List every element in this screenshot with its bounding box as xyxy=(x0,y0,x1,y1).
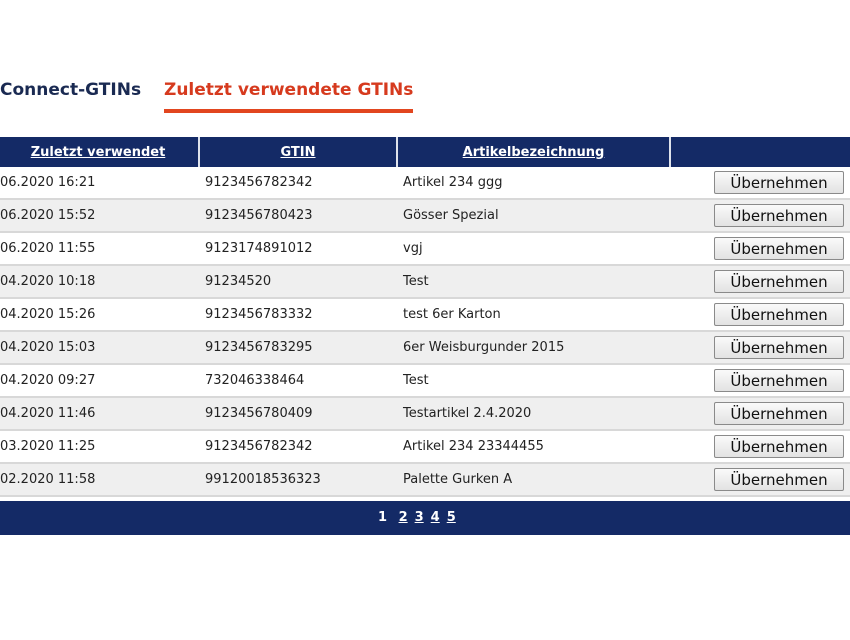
cell-name: Palette Gurken A xyxy=(397,463,670,497)
table-row: 04.2020 15:03 9123456783295 6er Weisburg… xyxy=(0,331,850,365)
cell-action: Übernehmen xyxy=(670,167,850,200)
cell-date: 04.2020 15:03 xyxy=(0,331,199,365)
table-row: 04.2020 10:18 91234520 Test Übernehmen xyxy=(0,265,850,299)
page-current: 1 xyxy=(378,510,388,525)
sort-link-name[interactable]: Artikelbezeichnung xyxy=(462,144,605,160)
table-row: 04.2020 11:46 9123456780409 Testartikel … xyxy=(0,397,850,431)
cell-action: Übernehmen xyxy=(670,199,850,233)
sort-link-date[interactable]: Zuletzt verwendet xyxy=(30,144,166,160)
active-tab-underline xyxy=(164,109,414,113)
page-link[interactable]: 3 xyxy=(414,510,424,525)
page-link[interactable]: 2 xyxy=(398,510,408,525)
column-header-name[interactable]: Artikelbezeichnung xyxy=(397,137,671,167)
cell-action: Übernehmen xyxy=(670,265,850,299)
page-item: 5 xyxy=(447,510,456,525)
table-row: 02.2020 11:58 99120018536323 Palette Gur… xyxy=(0,463,850,497)
apply-button[interactable]: Übernehmen xyxy=(714,336,844,359)
cell-date: 06.2020 11:55 xyxy=(0,232,199,266)
column-header-date[interactable]: Zuletzt verwendet xyxy=(0,137,200,167)
cell-date: 04.2020 11:46 xyxy=(0,397,199,431)
table-row: 06.2020 11:55 9123174891012 vgj Übernehm… xyxy=(0,232,850,266)
apply-button[interactable]: Übernehmen xyxy=(714,468,844,491)
cell-date: 02.2020 11:58 xyxy=(0,463,199,497)
page-item: 2 xyxy=(399,510,408,525)
tab-recent-gtins[interactable]: Zuletzt verwendete GTINs xyxy=(164,80,414,113)
tab-connect-gtins[interactable]: Connect-GTINs xyxy=(0,80,142,100)
cell-name: Testartikel 2.4.2020 xyxy=(397,397,670,431)
cell-action: Übernehmen xyxy=(670,463,850,497)
apply-button[interactable]: Übernehmen xyxy=(714,237,844,260)
cell-date: 04.2020 10:18 xyxy=(0,265,199,299)
column-header-action xyxy=(670,137,850,167)
cell-date: 04.2020 15:26 xyxy=(0,298,199,332)
cell-name: Test xyxy=(397,364,670,398)
cell-name: Artikel 234 ggg xyxy=(397,167,670,200)
cell-action: Übernehmen xyxy=(670,397,850,431)
cell-date: 04.2020 09:27 xyxy=(0,364,199,398)
page-item: 3 xyxy=(415,510,424,525)
apply-button[interactable]: Übernehmen xyxy=(714,303,844,326)
cell-action: Übernehmen xyxy=(670,298,850,332)
apply-button[interactable]: Übernehmen xyxy=(714,171,844,194)
column-header-gtin[interactable]: GTIN xyxy=(199,137,398,167)
cell-name: vgj xyxy=(397,232,670,266)
apply-button[interactable]: Übernehmen xyxy=(714,402,844,425)
tab-label: Zuletzt verwendete GTINs xyxy=(164,80,414,100)
cell-name: 6er Weisburgunder 2015 xyxy=(397,331,670,365)
table-row: 04.2020 09:27 732046338464 Test Übernehm… xyxy=(0,364,850,398)
cell-gtin: 9123456782342 xyxy=(199,167,397,200)
cell-date: 06.2020 16:21 xyxy=(0,167,199,200)
cell-action: Übernehmen xyxy=(670,331,850,365)
cell-gtin: 9123456780423 xyxy=(199,199,397,233)
apply-button[interactable]: Übernehmen xyxy=(714,369,844,392)
cell-gtin: 99120018536323 xyxy=(199,463,397,497)
table-row: 04.2020 15:26 9123456783332 test 6er Kar… xyxy=(0,298,850,332)
cell-gtin: 9123456783295 xyxy=(199,331,397,365)
page-link[interactable]: 5 xyxy=(446,510,456,525)
cell-gtin: 9123456783332 xyxy=(199,298,397,332)
table-row: 06.2020 15:52 9123456780423 Gösser Spezi… xyxy=(0,199,850,233)
cell-gtin: 732046338464 xyxy=(199,364,397,398)
apply-button[interactable]: Übernehmen xyxy=(714,204,844,227)
cell-date: 03.2020 11:25 xyxy=(0,430,199,464)
apply-button[interactable]: Übernehmen xyxy=(714,435,844,458)
cell-name: Artikel 234 23344455 xyxy=(397,430,670,464)
cell-name: Gösser Spezial xyxy=(397,199,670,233)
cell-gtin: 91234520 xyxy=(199,265,397,299)
apply-button[interactable]: Übernehmen xyxy=(714,270,844,293)
cell-gtin: 9123456780409 xyxy=(199,397,397,431)
cell-gtin: 9123456782342 xyxy=(199,430,397,464)
cell-action: Übernehmen xyxy=(670,364,850,398)
page-link[interactable]: 4 xyxy=(430,510,440,525)
cell-action: Übernehmen xyxy=(670,232,850,266)
cell-name: test 6er Karton xyxy=(397,298,670,332)
page-item: 4 xyxy=(431,510,440,525)
table-row: 03.2020 11:25 9123456782342 Artikel 234 … xyxy=(0,430,850,464)
table-row: 06.2020 16:21 9123456782342 Artikel 234 … xyxy=(0,167,850,200)
cell-name: Test xyxy=(397,265,670,299)
recent-gtins-table: Zuletzt verwendet GTIN Artikelbezeichnun… xyxy=(0,137,850,497)
cell-gtin: 9123174891012 xyxy=(199,232,397,266)
cell-action: Übernehmen xyxy=(670,430,850,464)
cell-date: 06.2020 15:52 xyxy=(0,199,199,233)
sort-link-gtin[interactable]: GTIN xyxy=(280,144,316,160)
